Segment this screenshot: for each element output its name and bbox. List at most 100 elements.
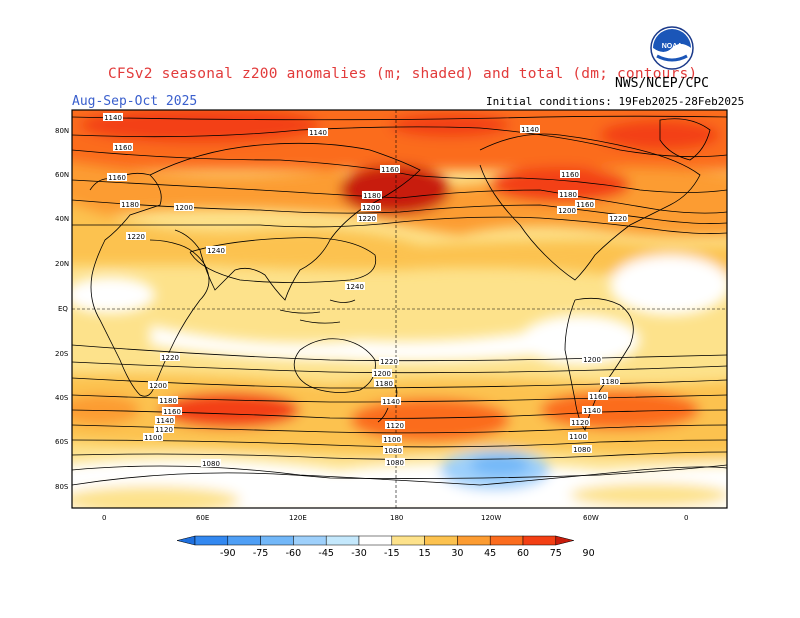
colorbar-segment [260, 535, 294, 546]
contour-label-box [381, 397, 401, 405]
contour-label-box [155, 416, 175, 424]
lat-label: 40S [55, 394, 69, 402]
lat-label: 20N [55, 260, 69, 268]
contour-label-box [380, 165, 400, 173]
colorbar-segment [325, 535, 360, 546]
contour-label: 1240 [346, 283, 364, 291]
contour-label-box [345, 282, 365, 290]
contour-label: 1160 [576, 201, 594, 209]
initial-conditions-label: Initial conditions: 19Feb2025-28Feb2025 [486, 95, 745, 108]
contour-label: 1140 [382, 398, 400, 406]
height-contours [72, 115, 727, 486]
contour-label: 1180 [363, 192, 381, 200]
colorbar-segment [293, 535, 327, 546]
lon-labels: 0 60E 120E 180 120W 60W 0 [102, 514, 688, 522]
contour-label: 1140 [104, 114, 122, 122]
contour-label-box [362, 191, 382, 199]
contour-label-box [385, 458, 405, 466]
contour-label-box [570, 418, 590, 426]
contour-label: 1080 [386, 459, 404, 467]
colorbar: -90 -75 -60 -45 -30 -15 15 30 45 60 75 90 [176, 535, 595, 559]
plot-frame [71, 109, 728, 509]
contour-label: 1220 [127, 233, 145, 241]
map-title: CFSv2 seasonal z200 anomalies (m; shaded… [108, 66, 698, 82]
colorbar-segment [457, 535, 491, 546]
colorbar-tick-label: 15 [419, 548, 431, 559]
contour-label-box [385, 421, 405, 429]
colorbar-tick-label: -75 [253, 548, 269, 559]
contour-label: 1140 [583, 407, 601, 415]
contour-label-box [103, 113, 123, 121]
contour-label-box [154, 425, 174, 433]
colorbar-tick-label: 45 [484, 548, 496, 559]
lon-label: 120W [481, 514, 501, 522]
contour-label-box [148, 381, 168, 389]
colorbar-segment [489, 535, 524, 546]
colorbar-segment [358, 535, 393, 546]
contour-label: 1160 [561, 171, 579, 179]
contour-label-box [582, 406, 602, 414]
contour-label-box [600, 377, 620, 385]
contour-label-box [206, 246, 226, 254]
contour-label: 1180 [559, 191, 577, 199]
contour-label: 1080 [573, 446, 591, 454]
contour-label: 1200 [373, 370, 391, 378]
contour-label: 1140 [309, 129, 327, 137]
contour-label-box [582, 355, 602, 363]
contour-label-box [575, 200, 595, 208]
contour-label-box [608, 214, 628, 222]
contour-label-box [374, 379, 394, 387]
contour-label: 1220 [358, 215, 376, 223]
contour-label-box [520, 125, 540, 133]
contour-label-box [201, 459, 221, 467]
contour-label: 1240 [207, 247, 225, 255]
lat-label: 60S [55, 438, 69, 446]
contour-label: 1200 [558, 207, 576, 215]
contour-label: 1100 [569, 433, 587, 441]
colorbar-tick-label: 30 [451, 548, 463, 559]
colorbar-tick-label: -45 [318, 548, 334, 559]
contour-label: 1120 [155, 426, 173, 434]
lat-labels: 80N 60N 40N 20N EQ 20S 40S 60S 80S [55, 127, 69, 491]
contour-label-box [357, 214, 377, 222]
lat-label: 80N [55, 127, 69, 135]
lon-label: 0 [684, 514, 688, 522]
contour-label: 1200 [149, 382, 167, 390]
colorbar-segment [227, 535, 261, 546]
contour-label-box [568, 432, 588, 440]
colorbar-segment [522, 535, 557, 546]
contour-label: 1080 [384, 447, 402, 455]
contour-label-box [379, 357, 399, 365]
contour-label-box [588, 392, 608, 400]
lat-label: 80S [55, 483, 69, 491]
colorbar-tick-label: -90 [220, 548, 236, 559]
lon-label: 120E [289, 514, 307, 522]
lat-label: 40N [55, 215, 69, 223]
colorbar-arrow-right [555, 535, 574, 546]
contour-label-box [143, 433, 163, 441]
contour-label: 1220 [609, 215, 627, 223]
noaa-logo: NOAA [650, 26, 694, 70]
logo-text: NOAA [662, 43, 683, 50]
coastlines [72, 118, 727, 486]
agency-label: NWS/NCEP/CPC [615, 76, 709, 91]
contour-label: 1120 [386, 422, 404, 430]
contour-label-box [107, 173, 127, 181]
contour-label: 1160 [108, 174, 126, 182]
colorbar-tick-label: -15 [384, 548, 400, 559]
lon-label: 60E [196, 514, 209, 522]
contour-label: 1140 [521, 126, 539, 134]
lon-label: 0 [102, 514, 106, 522]
contour-label-box [560, 170, 580, 178]
contour-label: 1100 [383, 436, 401, 444]
contour-label: 1220 [161, 354, 179, 362]
contour-label-box [361, 203, 381, 211]
colorbar-tick-label: 75 [550, 548, 562, 559]
colorbar-tick-label: 90 [583, 548, 595, 559]
contour-label: 1200 [583, 356, 601, 364]
season-label: Aug-Sep-Oct 2025 [72, 94, 198, 109]
contour-label: 1140 [156, 417, 174, 425]
lon-label: 60W [583, 514, 599, 522]
